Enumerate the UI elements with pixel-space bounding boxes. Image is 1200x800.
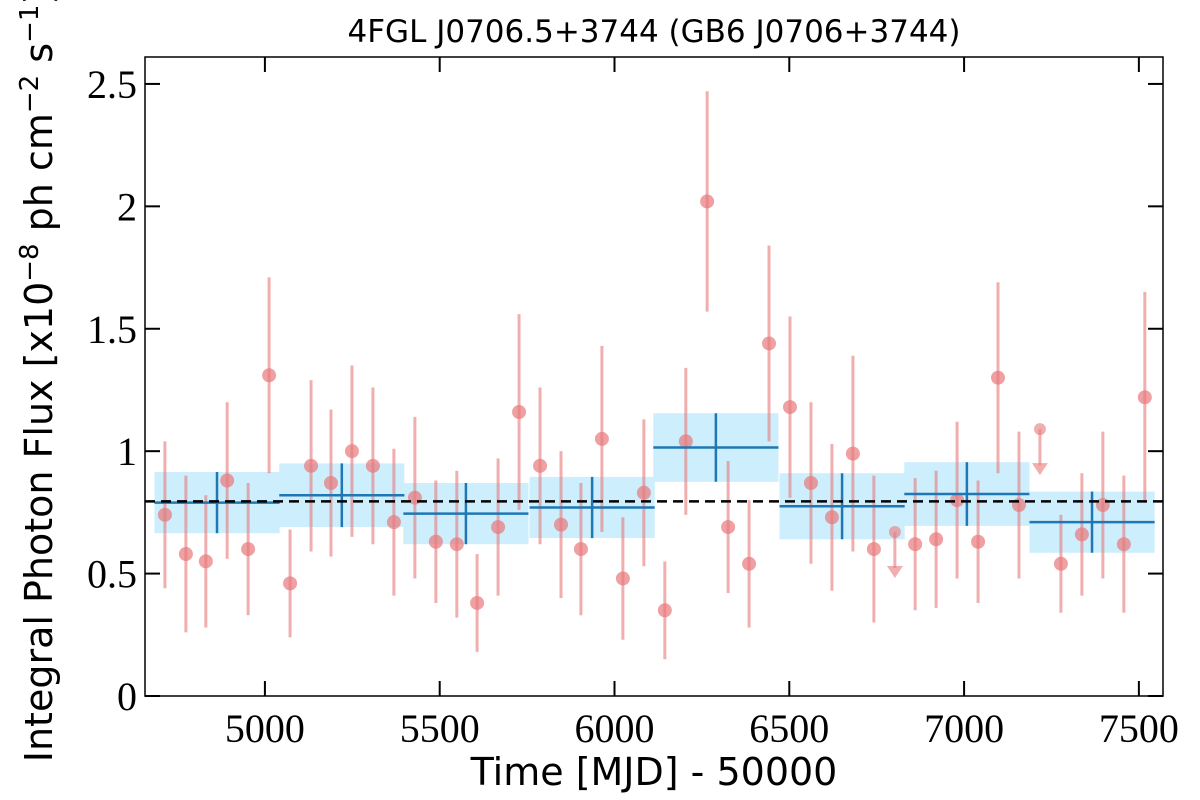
- data-point: [323, 476, 338, 490]
- x-tick-label: 6500: [749, 706, 829, 751]
- data-point: [1137, 390, 1152, 405]
- data-point: [304, 458, 319, 473]
- x-tick-label: 7500: [1099, 706, 1179, 751]
- x-axis-label: Time [MJD] - 50000: [470, 750, 838, 794]
- x-tick-label: 6000: [574, 706, 654, 751]
- data-point: [721, 520, 736, 535]
- data-point: [365, 458, 380, 473]
- data-point: [241, 542, 256, 557]
- y-label-part: s: [17, 43, 61, 75]
- data-point: [512, 405, 527, 419]
- upper-limit-arrow: [1031, 463, 1048, 476]
- data-point: [950, 493, 965, 508]
- y-tick-label: 0: [117, 674, 137, 719]
- data-point: [1053, 556, 1068, 571]
- data-point: [762, 336, 777, 351]
- data-point: [1116, 537, 1131, 552]
- y-label-sup: −8: [15, 243, 45, 281]
- data-point: [594, 431, 609, 446]
- y-tick-label: 0.5: [87, 552, 137, 597]
- data-point: [866, 542, 881, 557]
- data-point: [178, 547, 193, 561]
- y-tick-label: 2: [117, 184, 137, 229]
- data-point: [533, 458, 548, 473]
- data-point: [742, 556, 757, 571]
- upper-limit-arrow: [886, 565, 903, 578]
- x-tick-label: 7000: [924, 706, 1004, 751]
- data-point: [283, 576, 298, 591]
- data-point: [636, 485, 651, 500]
- data-point: [782, 400, 797, 415]
- data-point: [470, 595, 485, 610]
- data-point: [428, 534, 443, 549]
- data-point: [824, 510, 839, 525]
- data-point: [657, 603, 672, 618]
- data-point: [615, 571, 630, 586]
- x-tick-label: 5500: [400, 706, 480, 751]
- y-label-part: Integral Photon Flux [x10: [17, 282, 61, 763]
- y-tick-label: 2.5: [87, 62, 137, 107]
- plot-frame: [144, 56, 1164, 697]
- data-point: [803, 476, 818, 490]
- y-tick-label: 1.5: [87, 307, 137, 352]
- data-point: [491, 520, 506, 535]
- data-point: [971, 534, 986, 549]
- data-point: [344, 444, 359, 459]
- y-axis-label: Integral Photon Flux [x10−8 ph cm−2 s−1]: [15, 0, 61, 762]
- data-point: [845, 446, 860, 461]
- plot-area: [154, 91, 1155, 660]
- data-point: [929, 532, 944, 547]
- data-point: [700, 194, 715, 209]
- data-point: [1074, 527, 1089, 542]
- y-label-sup: −2: [15, 75, 45, 113]
- data-point: [220, 473, 235, 488]
- x-tick-label: 5000: [225, 706, 305, 751]
- data-point: [386, 515, 401, 530]
- data-point: [990, 370, 1005, 385]
- chart-title: 4FGL J0706.5+3744 (GB6 J0706+3744): [348, 14, 961, 50]
- data-point: [554, 517, 569, 532]
- data-point: [262, 368, 277, 383]
- y-label-part: ]: [17, 0, 61, 5]
- data-point: [573, 542, 588, 557]
- y-label-part: ph cm: [17, 113, 61, 243]
- data-point: [449, 537, 464, 552]
- y-label-sup: −1: [15, 5, 45, 43]
- data-point: [678, 434, 693, 449]
- data-point: [908, 537, 923, 552]
- y-tick-label: 1: [117, 429, 137, 474]
- data-point: [198, 554, 213, 569]
- data-point: [157, 507, 172, 522]
